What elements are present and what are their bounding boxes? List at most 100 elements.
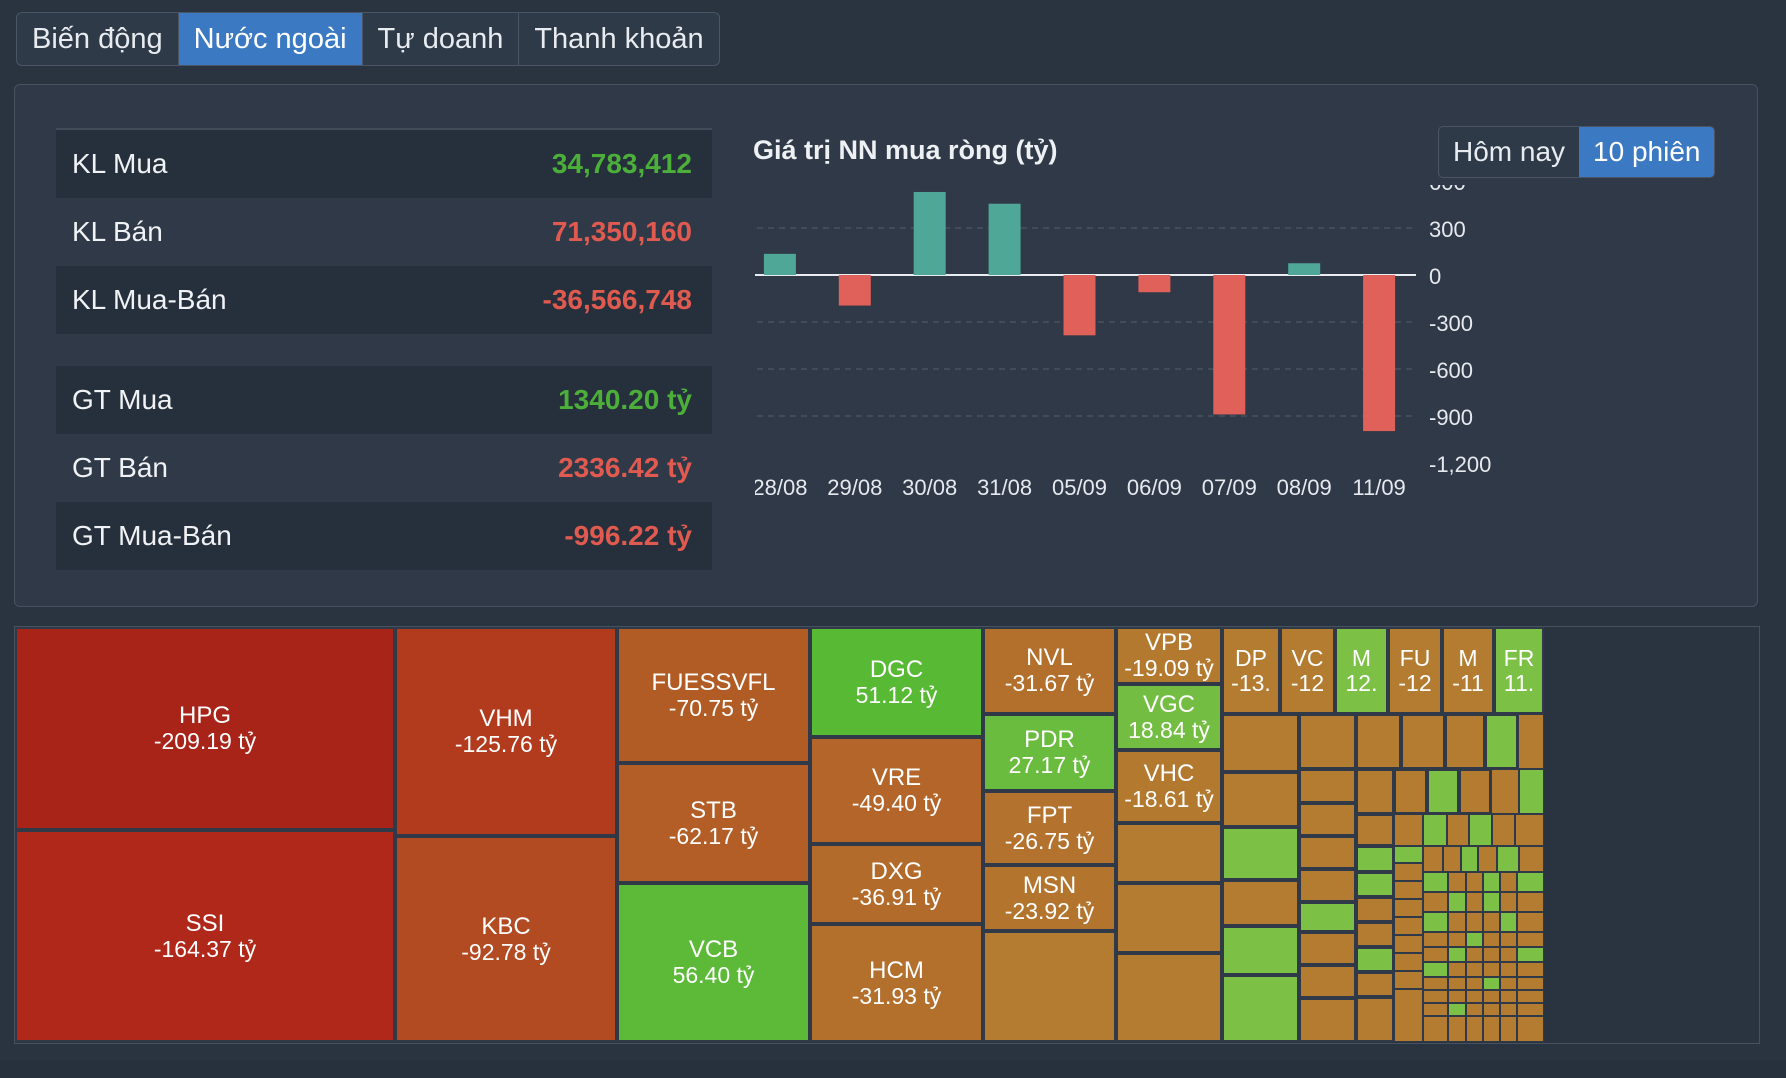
tab-bien-dong[interactable]: Biến động [17,13,179,65]
treemap-cell-small[interactable] [1483,977,1500,990]
treemap-cell-small[interactable] [1448,912,1466,932]
treemap-cell-small[interactable] [1222,975,1299,1042]
treemap-cell-small[interactable] [1423,962,1448,977]
treemap-cell-small[interactable] [1466,977,1483,990]
treemap-cell-small[interactable] [1356,972,1394,997]
treemap-cell-small[interactable] [1466,912,1483,932]
treemap-cell-small[interactable] [1448,1016,1466,1042]
treemap-cell-small[interactable] [1356,814,1394,846]
treemap-cell-small[interactable] [1466,872,1483,892]
treemap-cell-small[interactable] [1491,769,1519,814]
treemap-cell-vc[interactable]: VC -12 [1280,627,1335,714]
treemap-cell-vre[interactable]: VRE -49.40 tỷ [810,737,983,844]
treemap-cell-small[interactable] [1447,814,1469,846]
treemap-cell-small[interactable] [1423,947,1448,962]
treemap-cell-small[interactable] [1423,932,1448,947]
treemap-cell-small[interactable] [1423,977,1448,990]
treemap-cell-dgc[interactable]: DGC 51.12 tỷ [810,627,983,737]
treemap-cell-small[interactable] [1466,892,1483,912]
treemap-cell-small[interactable] [1466,962,1483,977]
treemap-cell-small[interactable] [1394,899,1423,917]
treemap-cell-small[interactable] [1500,932,1517,947]
treemap-cell-small[interactable] [1299,714,1356,769]
treemap-cell-small[interactable] [1483,872,1500,892]
treemap-cell-pdr[interactable]: PDR 27.17 tỷ [983,714,1116,791]
treemap-cell-small[interactable] [1116,953,1222,1042]
treemap-cell-small[interactable] [1394,971,1423,989]
treemap-cell-small[interactable] [1394,846,1423,863]
treemap-cell-small[interactable] [1299,965,1356,998]
treemap-cell-small[interactable] [1500,947,1517,962]
treemap-cell-vhm[interactable]: VHM -125.76 tỷ [395,627,617,836]
treemap-cell-small[interactable] [1483,932,1500,947]
treemap-cell-dp[interactable]: DP -13. [1222,627,1280,714]
treemap-cell-small[interactable] [1222,827,1299,880]
treemap-cell-small[interactable] [1500,1003,1517,1016]
treemap-cell-small[interactable] [1517,932,1544,947]
tab-nuoc-ngoai[interactable]: Nước ngoài [178,13,363,65]
treemap-cell-small[interactable] [1423,814,1447,846]
treemap-cell-small[interactable] [1483,947,1500,962]
treemap-cell-fuessvfl[interactable]: FUESSVFL -70.75 tỷ [617,627,810,763]
today-button[interactable]: Hôm nay [1453,136,1566,167]
treemap-cell-small[interactable] [1116,883,1222,953]
treemap-cell-small[interactable] [1466,947,1483,962]
treemap-cell-small[interactable] [1500,892,1517,912]
treemap-cell-small[interactable] [1299,836,1356,869]
tab-tu-doanh[interactable]: Tự doanh [363,13,520,65]
treemap-cell-small[interactable] [1222,714,1299,772]
treemap-cell-small[interactable] [1299,769,1356,803]
treemap-cell-small[interactable] [1517,1003,1544,1016]
treemap-cell-small[interactable] [1518,714,1544,769]
treemap-cell-small[interactable] [1356,922,1394,947]
treemap-cell-small[interactable] [1448,962,1466,977]
treemap-cell-small[interactable] [1517,1016,1544,1042]
treemap-cell-fr[interactable]: FR 11. [1494,627,1544,714]
treemap-cell-stb[interactable]: STB -62.17 tỷ [617,763,810,883]
tab-thanh-khoan[interactable]: Thanh khoản [534,23,704,55]
treemap-cell-small[interactable] [1448,872,1466,892]
treemap-cell-small[interactable] [1517,990,1544,1003]
treemap-cell-small[interactable] [1497,846,1519,872]
treemap-cell-small[interactable] [1394,814,1423,846]
treemap-cell-fu[interactable]: FU -12 [1388,627,1442,714]
treemap-cell-small[interactable] [1517,892,1544,912]
treemap-cell-nvl[interactable]: NVL -31.67 tỷ [983,627,1116,714]
treemap-cell-small[interactable] [1500,872,1517,892]
treemap-cell-small[interactable] [1519,846,1544,872]
treemap-cell-small[interactable] [1394,935,1423,953]
treemap-cell-small[interactable] [1500,962,1517,977]
treemap-cell-vhc[interactable]: VHC -18.61 tỷ [1116,750,1222,823]
treemap-cell-m[interactable]: M -11 [1442,627,1494,714]
treemap-cell-small[interactable] [1500,912,1517,932]
treemap-cell-small[interactable] [1466,932,1483,947]
treemap-cell-small[interactable] [1116,823,1222,883]
treemap-cell-small[interactable] [1394,769,1427,814]
treemap-cell-small[interactable] [1356,997,1394,1042]
treemap-cell-small[interactable] [1483,1016,1500,1042]
treemap-cell-small[interactable] [1466,990,1483,1003]
treemap-cell-small[interactable] [1483,912,1500,932]
treemap-cell-hcm[interactable]: HCM -31.93 tỷ [810,924,983,1042]
treemap-cell-small[interactable] [1519,769,1544,814]
treemap-cell-dxg[interactable]: DXG -36.91 tỷ [810,844,983,924]
treemap-cell-small[interactable] [1356,769,1394,814]
treemap-cell-small[interactable] [1299,932,1356,965]
treemap-cell-small[interactable] [1445,714,1485,769]
treemap-cell-m[interactable]: M 12. [1335,627,1388,714]
treemap-cell-small[interactable] [1466,1003,1483,1016]
treemap-cell-small[interactable] [1500,977,1517,990]
treemap-cell-small[interactable] [1356,947,1394,972]
treemap-cell-small[interactable] [983,931,1116,1042]
treemap-cell-small[interactable] [1423,872,1448,892]
treemap-cell-small[interactable] [1423,892,1448,912]
treemap-cell-small[interactable] [1394,917,1423,935]
treemap-cell-small[interactable] [1394,863,1423,881]
treemap-cell-small[interactable] [1483,962,1500,977]
treemap-cell-small[interactable] [1356,846,1394,872]
treemap-cell-small[interactable] [1517,912,1544,932]
treemap-cell-small[interactable] [1423,912,1448,932]
treemap-cell-small[interactable] [1448,977,1466,990]
treemap-cell-small[interactable] [1394,953,1423,971]
treemap-cell-small[interactable] [1222,880,1299,926]
